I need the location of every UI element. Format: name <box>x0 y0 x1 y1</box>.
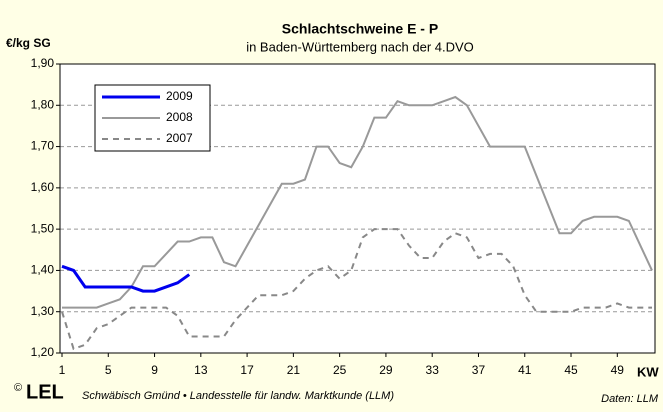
y-tick-label: 1,20 <box>31 345 55 359</box>
plot-border <box>59 63 656 354</box>
y-tick-label: 1,50 <box>31 221 55 235</box>
series-line <box>61 228 652 351</box>
x-tick-label: 29 <box>379 363 393 377</box>
y-axis-label: €/kg SG <box>6 36 51 50</box>
y-tick-label: 1,40 <box>31 263 55 277</box>
y-tick-label: 1,80 <box>31 97 55 111</box>
y-tick-label: 1,30 <box>31 304 55 318</box>
copyright: © <box>14 382 22 394</box>
footer: Schwäbisch Gmünd • Landesstelle für land… <box>82 390 394 402</box>
legend-label: 2008 <box>166 110 193 124</box>
y-tick-label: 1,70 <box>31 139 55 153</box>
x-tick-label: 41 <box>518 363 532 377</box>
legend-label: 2007 <box>166 131 193 145</box>
x-tick-label: 1 <box>59 363 66 377</box>
logo: LEL <box>26 381 64 403</box>
source: Daten: LLM <box>601 393 659 405</box>
x-tick-label: 33 <box>426 363 440 377</box>
chart-title: Schlachtschweine E - P <box>282 21 438 37</box>
x-tick-label: 37 <box>472 363 486 377</box>
chart-subtitle: in Baden-Württemberg nach der 4.DVO <box>246 39 474 54</box>
x-tick-label: 13 <box>194 363 208 377</box>
x-tick-label: 17 <box>240 363 254 377</box>
x-tick-label: 49 <box>611 363 625 377</box>
x-axis-label: KW <box>637 364 659 379</box>
legend-label: 2009 <box>166 89 193 103</box>
series-line <box>61 264 191 293</box>
series-line <box>62 95 653 309</box>
x-tick-label: 45 <box>564 363 578 377</box>
x-tick-label: 5 <box>105 363 112 377</box>
x-tick-label: 25 <box>333 363 347 377</box>
x-tick-label: 21 <box>287 363 301 377</box>
y-tick-label: 1,90 <box>31 56 55 70</box>
x-tick-label: 9 <box>151 363 158 377</box>
y-tick-label: 1,60 <box>31 180 55 194</box>
